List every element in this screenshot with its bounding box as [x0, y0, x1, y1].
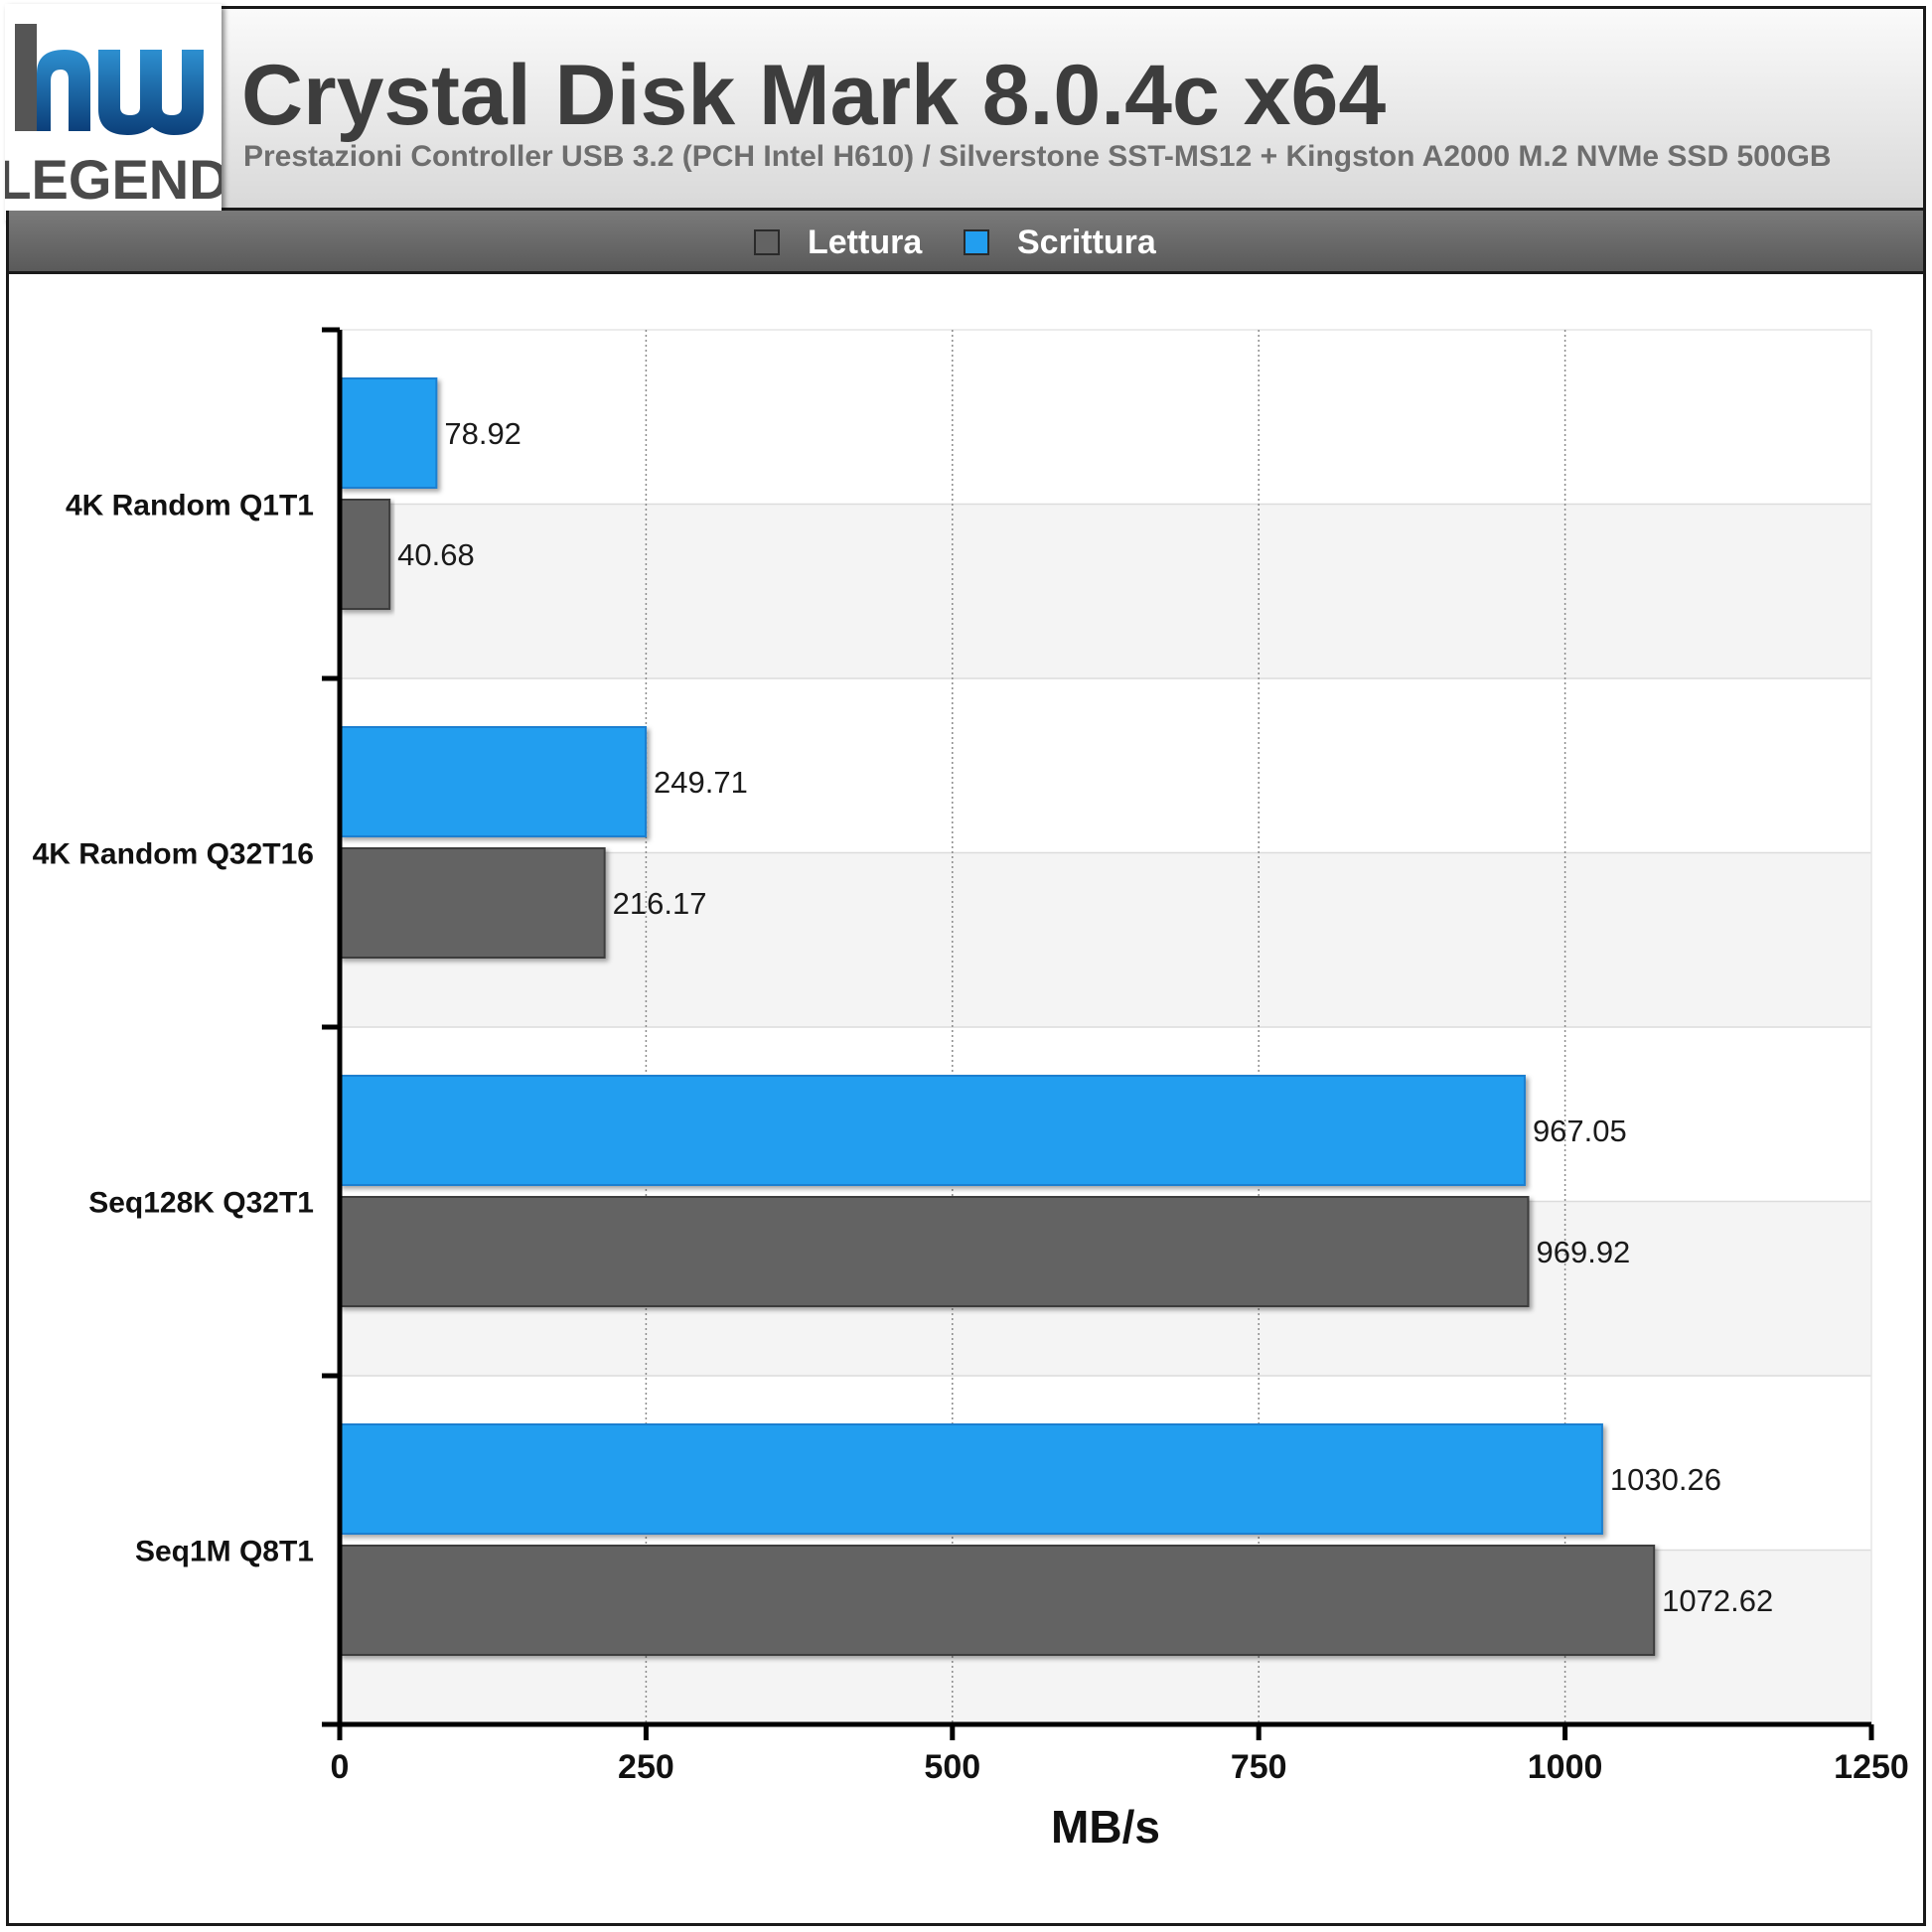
- bar-lettura: [339, 499, 391, 610]
- x-tick-label: 750: [1231, 1748, 1287, 1786]
- row-stripe: [340, 504, 1871, 678]
- x-tick-label: 1000: [1528, 1748, 1603, 1786]
- bar-scrittura: [339, 377, 438, 489]
- x-tick-label: 500: [924, 1748, 980, 1786]
- data-label-scrittura: 967.05: [1533, 1114, 1627, 1148]
- legend-label-lettura: Lettura: [808, 223, 923, 261]
- x-tick-label: 0: [331, 1748, 350, 1786]
- data-label-scrittura: 78.92: [444, 416, 521, 451]
- data-label-lettura: 40.68: [397, 537, 475, 572]
- chart-title: Crystal Disk Mark 8.0.4c x64: [241, 48, 1387, 143]
- legend-swatch-scrittura: [964, 229, 989, 255]
- bar-scrittura: [339, 1075, 1526, 1186]
- legend-item-scrittura: Scrittura: [964, 223, 1156, 261]
- category-label: 4K Random Q1T1: [66, 490, 314, 522]
- bar-lettura: [339, 847, 606, 959]
- bar-scrittura: [339, 726, 648, 837]
- chart-subtitle: Prestazioni Controller USB 3.2 (PCH Inte…: [243, 140, 1832, 173]
- legend-swatch-lettura: [754, 229, 780, 255]
- hwlegend-logo: LEGEND: [0, 4, 229, 221]
- bar-lettura: [339, 1545, 1656, 1656]
- chart-header: Crystal Disk Mark 8.0.4c x64 Prestazioni…: [6, 6, 1926, 211]
- category-label: Seq1M Q8T1: [135, 1536, 314, 1568]
- legend-item-lettura: Lettura: [754, 223, 923, 261]
- logo-mark: LEGEND: [0, 24, 229, 211]
- bar-scrittura: [339, 1423, 1603, 1535]
- category-label: 4K Random Q32T16: [33, 838, 314, 871]
- x-axis-title: MB/s: [1051, 1801, 1160, 1853]
- data-label-lettura: 216.17: [613, 886, 707, 921]
- category-label: Seq128K Q32T1: [88, 1187, 314, 1220]
- legend: Lettura Scrittura: [6, 211, 1926, 274]
- data-label-lettura: 1072.62: [1662, 1583, 1773, 1618]
- logo-text: LEGEND: [5, 148, 222, 211]
- data-label-lettura: 969.92: [1536, 1235, 1630, 1269]
- bar-lettura: [339, 1196, 1530, 1307]
- data-label-scrittura: 1030.26: [1610, 1462, 1721, 1497]
- x-tick-label: 250: [618, 1748, 674, 1786]
- x-tick-label: 1250: [1834, 1748, 1909, 1786]
- legend-label-scrittura: Scrittura: [1017, 223, 1156, 261]
- data-label-scrittura: 249.71: [654, 765, 748, 800]
